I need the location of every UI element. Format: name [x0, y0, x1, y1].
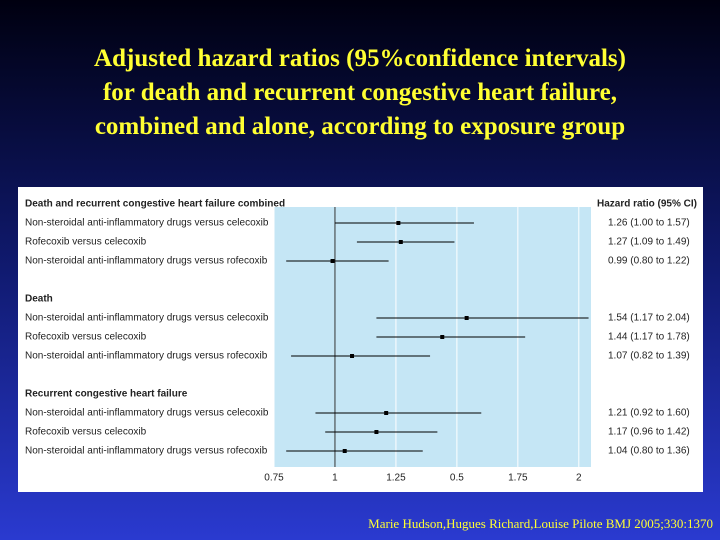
title-line: Adjusted hazard ratios (95%confidence in… — [94, 45, 626, 72]
row-label: Non-steroidal anti-inflammatory drugs ve… — [25, 256, 268, 267]
ci-label: 1.27 (1.09 to 1.49) — [608, 237, 690, 248]
title-line: for death and recurrent congestive heart… — [103, 79, 617, 106]
row-label: Rofecoxib versus celecoxib — [25, 427, 147, 438]
title-line: combined and alone, according to exposur… — [95, 113, 625, 140]
ci-header: Hazard ratio (95% CI) — [597, 199, 697, 210]
row-label: Non-steroidal anti-inflammatory drugs ve… — [25, 351, 268, 362]
group-heading: Death and recurrent congestive heart fai… — [25, 199, 285, 210]
group-heading: Death — [25, 294, 53, 305]
x-tick-label: 2 — [576, 473, 582, 484]
x-tick-label: 1.75 — [508, 473, 528, 484]
group-heading: Recurrent congestive heart failure — [25, 389, 188, 400]
ci-label: 1.21 (0.92 to 1.60) — [608, 408, 690, 419]
point — [330, 259, 335, 263]
ci-label: 0.99 (0.80 to 1.22) — [608, 256, 690, 267]
point — [342, 449, 347, 453]
point — [440, 335, 445, 339]
ci-label: 1.04 (0.80 to 1.36) — [608, 446, 690, 457]
point — [374, 430, 379, 434]
row-label: Rofecoxib versus celecoxib — [25, 237, 147, 248]
row-label: Non-steroidal anti-inflammatory drugs ve… — [25, 218, 269, 229]
point — [398, 240, 403, 244]
point — [464, 316, 469, 320]
ci-label: 1.17 (0.96 to 1.42) — [608, 427, 690, 438]
row-label: Non-steroidal anti-inflammatory drugs ve… — [25, 313, 269, 324]
point — [384, 411, 389, 415]
row-label: Non-steroidal anti-inflammatory drugs ve… — [25, 446, 268, 457]
ci-label: 1.54 (1.17 to 2.04) — [608, 313, 690, 324]
x-tick-label: 0.75 — [264, 473, 284, 484]
row-label: Non-steroidal anti-inflammatory drugs ve… — [25, 408, 269, 419]
x-tick-label: 1.25 — [386, 473, 406, 484]
x-tick-label: 1 — [332, 473, 338, 484]
ci-label: 1.26 (1.00 to 1.57) — [608, 218, 690, 229]
point — [396, 221, 401, 225]
point — [350, 354, 355, 358]
ci-label: 1.44 (1.17 to 1.78) — [608, 332, 690, 343]
source: Marie Hudson,Hugues Richard,Louise Pilot… — [368, 516, 713, 531]
x-tick-label: 0.5 — [450, 473, 464, 484]
ci-label: 1.07 (0.82 to 1.39) — [608, 351, 690, 362]
row-label: Rofecoxib versus celecoxib — [25, 332, 147, 343]
